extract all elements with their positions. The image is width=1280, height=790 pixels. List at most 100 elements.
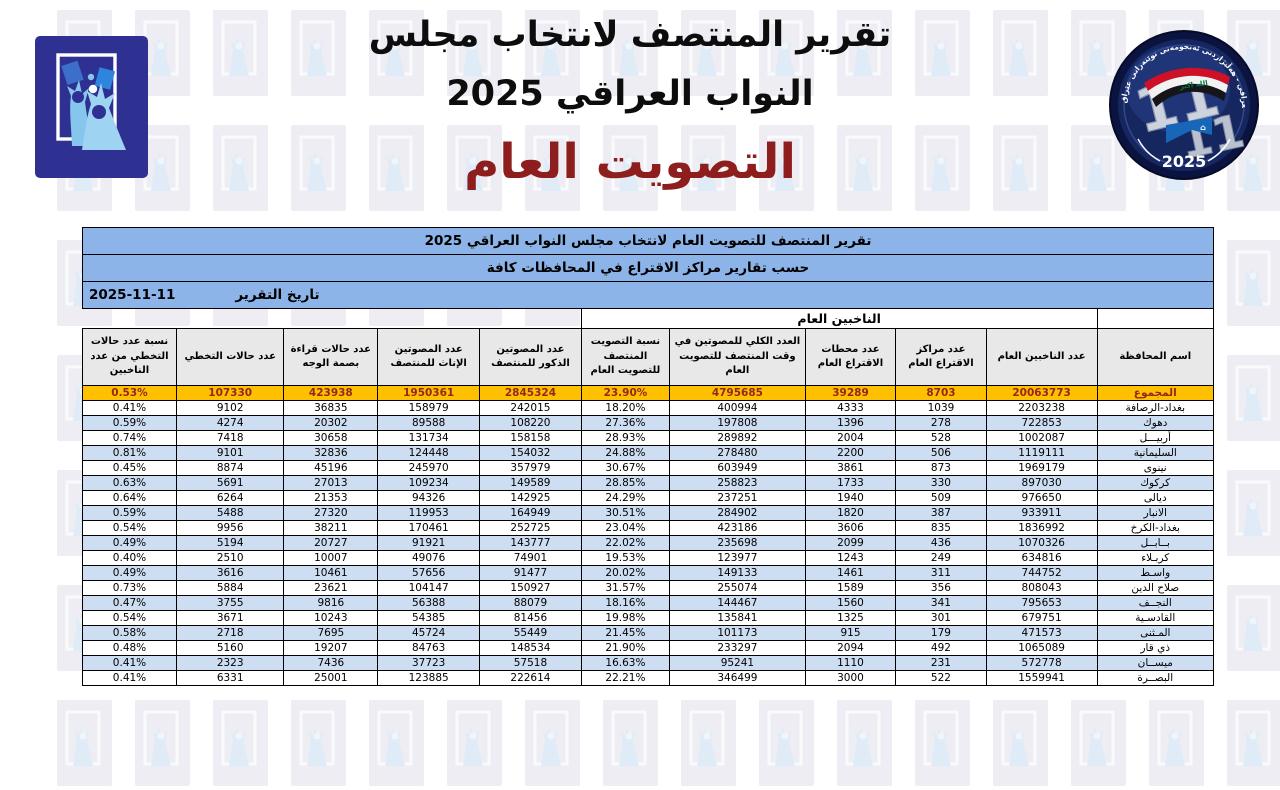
governorate-name-cell: كركوك bbox=[1096, 475, 1215, 491]
governorate-name-cell: المـثنى bbox=[1096, 625, 1215, 641]
value-cell: 18.16% bbox=[580, 595, 671, 611]
value-cell: 873 bbox=[895, 460, 987, 476]
governorate-name-cell: الانبار bbox=[1096, 505, 1215, 521]
value-cell: 16.63% bbox=[580, 655, 671, 671]
value-cell: 387 bbox=[895, 505, 987, 521]
watermark-tile bbox=[213, 10, 268, 96]
value-cell: 170461 bbox=[377, 520, 481, 536]
table-row: ذي قار 1065089 492 2094 233297 21.90% 148534 84… bbox=[82, 640, 1215, 656]
value-cell: 3861 bbox=[804, 460, 897, 476]
value-cell: 0.59% bbox=[82, 415, 177, 431]
value-cell: 1039 bbox=[895, 400, 987, 416]
value-cell: 722853 bbox=[985, 415, 1098, 431]
value-cell: 400994 bbox=[669, 400, 806, 416]
value-cell: 54385 bbox=[377, 610, 481, 626]
value-cell: 38211 bbox=[283, 520, 379, 536]
watermark-tile bbox=[759, 125, 814, 211]
value-cell: 0.81% bbox=[82, 445, 177, 461]
column-header: عدد حالات التخطي bbox=[175, 328, 285, 386]
value-cell: 603949 bbox=[669, 460, 806, 476]
election-badge: انتخابات مجلس النواب العراقي - هەڵبژاردن… bbox=[1103, 20, 1260, 185]
value-cell: 4274 bbox=[175, 415, 285, 431]
watermark-tile bbox=[915, 700, 970, 786]
column-header: العدد الكلي للمصوتين في وقت المنتصف للتص… bbox=[669, 328, 806, 386]
value-cell: 81456 bbox=[479, 610, 582, 626]
watermark-tile bbox=[1149, 700, 1204, 786]
governorate-name-cell: النجــف bbox=[1096, 595, 1215, 611]
value-cell: 233297 bbox=[669, 640, 806, 656]
value-cell: 74901 bbox=[479, 550, 582, 566]
value-cell: 3671 bbox=[175, 610, 285, 626]
svg-text:الله اكبر: الله اكبر bbox=[1178, 79, 1208, 91]
value-cell: 744752 bbox=[985, 565, 1098, 581]
watermark-tile bbox=[1071, 10, 1126, 96]
value-cell: 509 bbox=[895, 490, 987, 506]
value-cell: 356 bbox=[895, 580, 987, 596]
value-cell: 27.36% bbox=[580, 415, 671, 431]
value-cell: 0.41% bbox=[82, 670, 177, 686]
value-cell: 1119111 bbox=[985, 445, 1098, 461]
watermark-tile bbox=[525, 700, 580, 786]
value-cell: 0.49% bbox=[82, 565, 177, 581]
watermark-tile bbox=[369, 700, 424, 786]
watermark-tile bbox=[135, 10, 190, 96]
governorate-name-cell: نينوى bbox=[1096, 460, 1215, 476]
value-cell: 30658 bbox=[283, 430, 379, 446]
value-cell: 24.29% bbox=[580, 490, 671, 506]
watermark-tile bbox=[915, 125, 970, 211]
column-header: نسبة عدد حالات التخطي من عدد الناخبين bbox=[82, 328, 177, 386]
value-cell: 1396 bbox=[804, 415, 897, 431]
value-cell: 88079 bbox=[479, 595, 582, 611]
value-cell: 57656 bbox=[377, 565, 481, 581]
value-cell: 21.90% bbox=[580, 640, 671, 656]
value-cell: 808043 bbox=[985, 580, 1098, 596]
watermark-tile bbox=[447, 125, 502, 211]
group-header-voters: الناخبين العام bbox=[580, 308, 1098, 329]
value-cell: 835 bbox=[895, 520, 987, 536]
table-row: بغداد-الرصافة 2203238 1039 4333 400994 18.20%… bbox=[82, 400, 1215, 416]
value-cell: 1733 bbox=[804, 475, 897, 491]
value-cell: 197808 bbox=[669, 415, 806, 431]
table-row: المـثنى 471573 179 915 101173 21.45% 55449 4572… bbox=[82, 625, 1215, 641]
watermark-tile bbox=[603, 10, 658, 96]
governorate-name-cell: القادسـية bbox=[1096, 610, 1215, 626]
iraq-flag-ribbon: الله اكبر bbox=[1144, 67, 1230, 107]
value-cell: 357979 bbox=[479, 460, 582, 476]
value-cell: 0.54% bbox=[82, 610, 177, 626]
watermark-tile bbox=[837, 125, 892, 211]
value-cell: 1820 bbox=[804, 505, 897, 521]
table-row: ميســان 572778 231 1110 95241 16.63% 57518 3772… bbox=[82, 655, 1215, 671]
value-cell: 1950361 bbox=[377, 385, 481, 401]
table-row: بــابــل 1070326 436 2099 235698 22.02% 143777… bbox=[82, 535, 1215, 551]
watermark-tile bbox=[1227, 470, 1280, 556]
table-row: واسـط 744752 311 1461 149133 20.02% 91477 57656… bbox=[82, 565, 1215, 581]
value-cell: 23621 bbox=[283, 580, 379, 596]
value-cell: 55449 bbox=[479, 625, 582, 641]
watermark-tile bbox=[993, 700, 1048, 786]
value-cell: 28.85% bbox=[580, 475, 671, 491]
value-cell: 0.73% bbox=[82, 580, 177, 596]
value-cell: 2323 bbox=[175, 655, 285, 671]
watermark-tile bbox=[213, 700, 268, 786]
value-cell: 23.04% bbox=[580, 520, 671, 536]
value-cell: 8703 bbox=[895, 385, 987, 401]
value-cell: 10461 bbox=[283, 565, 379, 581]
value-cell: 164949 bbox=[479, 505, 582, 521]
watermark-tile bbox=[681, 10, 736, 96]
value-cell: 19.98% bbox=[580, 610, 671, 626]
value-cell: 39289 bbox=[804, 385, 897, 401]
value-cell: 245970 bbox=[377, 460, 481, 476]
table-title-row: تقرير المنتصف للتصويت العام لانتخاب مجلس… bbox=[82, 227, 1214, 255]
value-cell: 4333 bbox=[804, 400, 897, 416]
value-cell: 9816 bbox=[283, 595, 379, 611]
value-cell: 49076 bbox=[377, 550, 481, 566]
title-line-1: تقرير المنتصف لانتخاب مجلس bbox=[368, 15, 893, 55]
value-cell: 1589 bbox=[804, 580, 897, 596]
value-cell: 301 bbox=[895, 610, 987, 626]
watermark-tile bbox=[1071, 125, 1126, 211]
value-cell: 143777 bbox=[479, 535, 582, 551]
column-header: عدد الناخبين العام bbox=[985, 328, 1098, 386]
value-cell: 2845324 bbox=[479, 385, 582, 401]
value-cell: 258823 bbox=[669, 475, 806, 491]
group-header-row: الناخبين العام bbox=[83, 308, 1215, 329]
